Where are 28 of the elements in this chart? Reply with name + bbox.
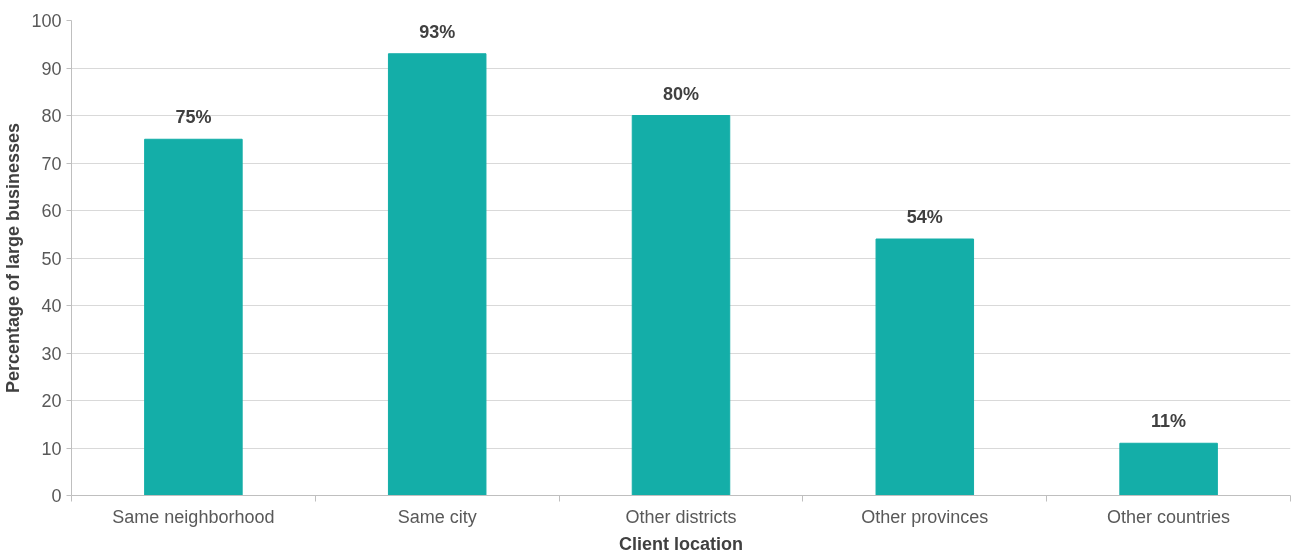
y-tick-label: 60 xyxy=(41,201,62,221)
y-tick-label: 40 xyxy=(41,296,62,316)
x-tick-label: Other countries xyxy=(1107,506,1231,527)
bar xyxy=(875,238,975,496)
y-tick-label: 100 xyxy=(31,11,62,31)
y-axis-title: Percentage of large businesses xyxy=(3,122,24,394)
x-tick-label: Same neighborhood xyxy=(112,506,275,527)
x-axis-title: Client location xyxy=(619,533,744,554)
y-tick-label: 30 xyxy=(41,343,62,364)
data-label: 75% xyxy=(175,107,212,128)
y-tick-label: 80 xyxy=(41,106,62,126)
y-tick-label: 0 xyxy=(51,486,62,506)
data-label: 93% xyxy=(419,21,456,42)
bar xyxy=(387,53,487,496)
data-label: 54% xyxy=(906,207,943,227)
x-tick-label: Other provinces xyxy=(861,506,989,527)
bar xyxy=(144,138,243,496)
y-tick-label: 20 xyxy=(41,391,62,411)
data-label: 80% xyxy=(662,83,700,104)
y-tick-label: 10 xyxy=(41,438,62,459)
x-tick-label: Same city xyxy=(397,506,477,527)
bar xyxy=(631,115,731,496)
y-tick-label: 90 xyxy=(41,58,62,79)
data-label: 11% xyxy=(1151,411,1187,432)
x-tick-label: Other districts xyxy=(625,506,737,527)
bar xyxy=(1119,442,1218,496)
y-tick-label: 70 xyxy=(41,153,62,174)
y-tick-label: 50 xyxy=(41,248,62,269)
